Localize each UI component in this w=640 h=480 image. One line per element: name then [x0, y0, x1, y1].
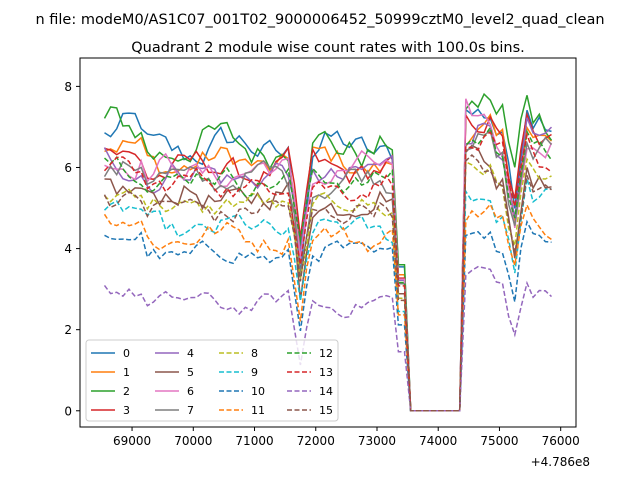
x-tick-label: 71000	[235, 434, 273, 448]
series-line-9	[103, 178, 552, 412]
legend-label-14: 14	[319, 385, 333, 398]
legend-label-9: 9	[251, 366, 258, 379]
series-line-13	[103, 131, 552, 412]
legend-label-3: 3	[123, 404, 130, 417]
y-tick-label: 8	[64, 80, 72, 94]
legend-label-0: 0	[123, 347, 130, 360]
series-line-15	[103, 153, 552, 412]
legend-label-5: 5	[187, 366, 194, 379]
legend-label-8: 8	[251, 347, 258, 360]
x-tick-label: 75000	[480, 434, 518, 448]
y-tick-label: 2	[64, 323, 72, 337]
series-line-11	[103, 202, 552, 412]
x-offset-label: +4.786e8	[531, 455, 590, 469]
legend-label-10: 10	[251, 385, 265, 398]
series-line-8	[103, 157, 552, 412]
legend-label-12: 12	[319, 347, 333, 360]
legend-label-1: 1	[123, 366, 130, 379]
x-tick-label: 70000	[174, 434, 212, 448]
legend-box	[85, 339, 339, 422]
legend-label-15: 15	[319, 404, 333, 417]
y-tick-label: 6	[64, 161, 72, 175]
x-tick-label: 72000	[297, 434, 335, 448]
figure-suptitle: n file: modeM0/AS1C07_001T02_9000006452_…	[35, 12, 604, 28]
y-axis: 0 2 4 6 8	[64, 80, 80, 418]
legend-label-7: 7	[187, 404, 194, 417]
x-axis: 69000 70000 71000 72000 73000 74000 75000 76000	[113, 427, 580, 448]
legend-label-4: 4	[187, 347, 194, 360]
series-line-10	[104, 219, 552, 412]
series-line-4	[103, 117, 553, 412]
series-line-5	[104, 144, 552, 412]
legend-label-13: 13	[319, 366, 333, 379]
series-line-14	[103, 265, 553, 412]
y-tick-label: 4	[64, 242, 72, 256]
x-tick-label: 74000	[419, 434, 457, 448]
legend-label-11: 11	[251, 404, 265, 417]
x-tick-label: 76000	[542, 434, 580, 448]
series-layer	[103, 92, 553, 412]
x-tick-label: 69000	[113, 434, 151, 448]
plot-frame	[79, 57, 577, 428]
series-line-0	[104, 108, 552, 412]
series-line-2	[103, 92, 553, 412]
legend-label-6: 6	[187, 385, 194, 398]
x-tick-label: 73000	[358, 434, 396, 448]
chart-title: Quadrant 2 module wise count rates with …	[131, 40, 525, 56]
y-tick-label: 0	[64, 404, 72, 418]
legend-label-2: 2	[123, 385, 130, 398]
